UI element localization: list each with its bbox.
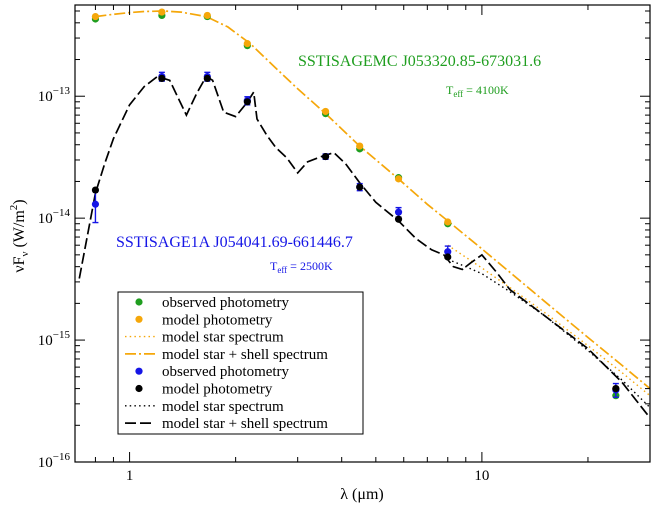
data-point-6 — [444, 248, 452, 256]
legend-marker — [135, 367, 143, 375]
series-markers — [91, 8, 620, 400]
data-point-5 — [158, 8, 166, 16]
data-point-5 — [91, 12, 100, 21]
legend-label: observed photometry — [162, 364, 290, 380]
y-axis-label: νFν (W/m2) — [8, 199, 31, 272]
data-point-6 — [91, 200, 100, 208]
y-tick-label: 10−15 — [38, 329, 71, 349]
legend-label: model star + shell spectrum — [162, 416, 328, 432]
y-tick-label: 10−14 — [38, 207, 71, 227]
upper-star-name: SSTISAGEMC J053320.85-673031.6 — [298, 53, 541, 70]
legend-box — [117, 291, 364, 435]
lower-star-teff: Teff = 2500K — [270, 259, 333, 275]
y-tick-label: 10−16 — [38, 451, 71, 471]
data-point-6 — [394, 208, 403, 216]
data-point-5 — [356, 142, 364, 150]
series-lines — [78, 10, 650, 419]
series-line-1 — [95, 10, 650, 390]
data-point-7 — [356, 183, 364, 191]
data-point-7 — [394, 215, 403, 223]
data-point-5 — [203, 11, 211, 20]
legend-label: model star + shell spectrum — [162, 347, 328, 363]
x-tick-label: 1 — [126, 468, 134, 484]
series-line-3 — [78, 75, 650, 419]
data-point-7 — [243, 98, 251, 106]
y-tick-label: 10−13 — [38, 85, 71, 105]
legend-label: model photometry — [162, 312, 273, 328]
legend-marker — [135, 384, 143, 393]
axis-ticks: 1 10 10−16 10−15 10−14 10−13 — [38, 5, 651, 484]
data-point-7 — [203, 74, 211, 83]
plot-frame — [74, 4, 651, 463]
lower-star-name: SSTISAGE1A J054041.69-661446.7 — [116, 234, 353, 251]
legend-label: model photometry — [162, 382, 273, 398]
x-tick-label: 10 — [474, 468, 489, 484]
data-point-5 — [444, 218, 452, 226]
data-point-7 — [444, 253, 452, 261]
x-axis-label: λ (μm) — [340, 486, 383, 503]
legend-marker — [135, 315, 143, 323]
data-point-7 — [612, 384, 620, 393]
data-point-5 — [243, 40, 251, 48]
legend-label: model star spectrum — [162, 399, 284, 415]
legend-marker — [135, 298, 143, 306]
upper-star-teff: Teff = 4100K — [446, 83, 509, 99]
data-point-5 — [394, 175, 403, 183]
legend-label: observed photometry — [162, 295, 290, 311]
data-point-7 — [91, 186, 100, 194]
legend-label: model star spectrum — [162, 330, 284, 346]
data-point-7 — [321, 152, 330, 161]
data-point-5 — [321, 107, 330, 116]
data-point-7 — [158, 74, 166, 83]
